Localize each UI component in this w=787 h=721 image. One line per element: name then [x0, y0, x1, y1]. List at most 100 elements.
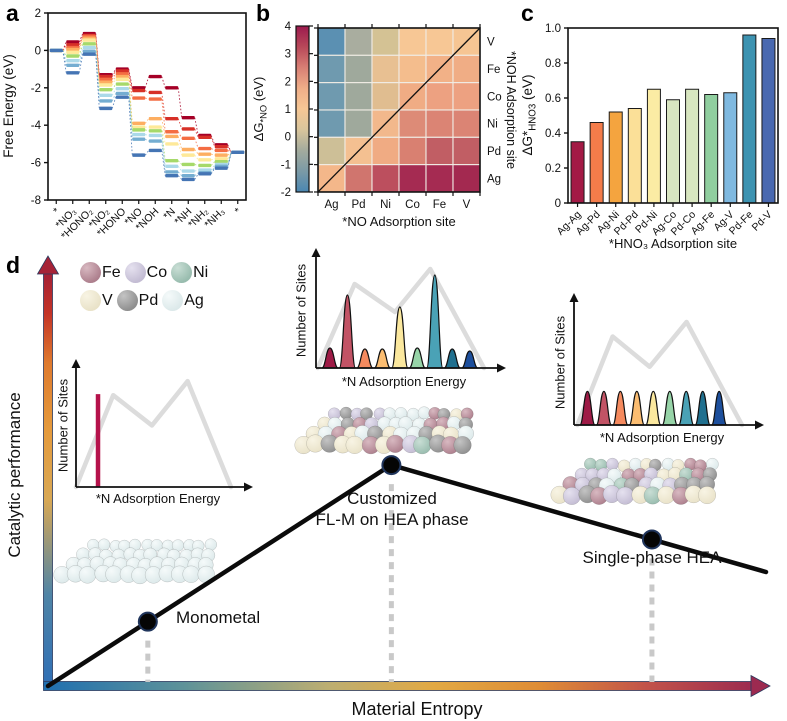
- energy-level-bar: [132, 125, 146, 129]
- site-peak: [612, 390, 629, 426]
- energy-connector: [78, 47, 84, 61]
- heatmap-cell: [398, 54, 427, 84]
- energy-connector: [144, 150, 150, 156]
- heatmap-cell: [344, 27, 373, 56]
- energy-level-bar: [66, 40, 80, 44]
- energy-level-bar: [148, 129, 162, 133]
- energy-connector: [177, 87, 183, 118]
- inset3-xlabel: *N Adsorption Energy: [599, 430, 725, 445]
- site-peak: [461, 350, 479, 369]
- bar: [761, 38, 776, 204]
- y-tick-label: -8: [31, 195, 41, 207]
- energy-level-bar: [165, 134, 179, 139]
- energy-level-bar: [99, 77, 113, 82]
- heatmap-cell: [371, 82, 400, 111]
- energy-level-bar: [132, 132, 146, 137]
- heatmap-cell: [344, 82, 373, 111]
- legend-label-ni: Ni: [193, 263, 209, 281]
- co-sphere-icon: [124, 262, 146, 283]
- stage-dot: [641, 529, 662, 550]
- bar: [704, 94, 719, 204]
- slab-sphere: [97, 538, 111, 551]
- energy-level-bar: [99, 87, 113, 92]
- energy-level-bar: [99, 83, 113, 87]
- site-peak: [661, 390, 678, 426]
- inset-single-phase-hea: [569, 293, 764, 430]
- energy-level-bar: [198, 158, 212, 162]
- site-peak: [595, 390, 612, 426]
- x-tick-label: *: [232, 206, 243, 217]
- energy-connector: [144, 76, 150, 88]
- energy-level-bar: [132, 128, 146, 132]
- y-tick-label: -2: [31, 83, 41, 95]
- bar: [627, 108, 642, 204]
- panel-b-xlabel: *NO Adsorption site: [342, 214, 455, 229]
- heatmap-cell: [344, 109, 373, 138]
- up-arrowhead-icon: [311, 248, 321, 257]
- energy-connector: [128, 97, 133, 156]
- heatmap-x-label: Ni: [380, 199, 391, 211]
- energy-connector: [177, 143, 183, 156]
- energy-connector: [227, 152, 232, 169]
- heatmap-y-label: Ag: [487, 173, 501, 185]
- legend-item-co: Co: [124, 262, 167, 283]
- y-tick-label: 0.8: [545, 58, 561, 70]
- inset3-ylabel: Number of Sites: [552, 315, 568, 410]
- energy-connector: [211, 148, 215, 151]
- legend-item-v: V: [80, 290, 113, 311]
- energy-level-bar: [198, 146, 212, 151]
- energy-level-bar: [82, 45, 96, 50]
- energy-level-bar: [66, 54, 80, 58]
- energy-connector: [161, 150, 166, 176]
- bar: [589, 122, 604, 204]
- slab-sphere: [698, 486, 717, 505]
- energy-level-bar: [99, 106, 113, 111]
- colorbar-tick-label: 1: [285, 104, 291, 116]
- energy-level-bar: [115, 91, 129, 96]
- customized-stage-label-line2: FL-M on HEA phase: [315, 510, 469, 530]
- heatmap-cell: [398, 109, 427, 138]
- heatmap-x-label: Pd: [351, 199, 365, 211]
- bar: [666, 99, 680, 204]
- energy-level-bar: [198, 135, 212, 140]
- inset2-xlabel: *N Adsorption Energy: [341, 374, 467, 389]
- energy-level-bar: [181, 116, 195, 120]
- energy-level-bar: [181, 177, 195, 182]
- energy-level-bar: [115, 74, 129, 79]
- heatmap-y-label: Co: [487, 91, 502, 103]
- legend-row-2: V Pd Ag: [80, 290, 208, 311]
- energy-level-bar: [115, 95, 129, 99]
- energy-connector: [227, 152, 232, 167]
- ni-sphere-icon: [171, 262, 193, 283]
- energy-level-bar: [214, 157, 228, 161]
- heatmap-cell: [317, 109, 346, 138]
- colorbar-tick-label: -1: [281, 159, 291, 171]
- energy-connector: [194, 138, 199, 149]
- energy-level-bar: [181, 162, 195, 167]
- panel-a-ylabel: Free Energy (eV): [1, 54, 16, 158]
- energy-connector: [161, 92, 166, 119]
- energy-connector: [161, 141, 166, 173]
- heatmap-cell: [317, 27, 346, 56]
- site-peak: [694, 390, 711, 426]
- catalytic-performance-axis: [43, 271, 53, 687]
- slab-sphere: [182, 565, 200, 583]
- energy-connector: [194, 164, 199, 166]
- energy-level-bar: [66, 63, 80, 68]
- energy-connector: [227, 144, 232, 153]
- heatmap-cell: [398, 27, 427, 56]
- bar: [742, 34, 757, 204]
- slab-sphere: [453, 436, 472, 455]
- energy-level-bar: [99, 80, 113, 84]
- panel-c-chart: 00.20.40.60.81.0ΔG*HNO3 (eV)Ag-AgAg-PdAg…: [520, 23, 779, 251]
- energy-connector: [177, 136, 183, 150]
- ag-sphere-icon: [162, 290, 184, 311]
- parity-diagonal-line: [317, 27, 481, 193]
- energy-level-bar: [82, 49, 96, 54]
- energy-level-bar: [132, 121, 146, 126]
- energy-connector: [128, 73, 133, 99]
- heatmap-x-label: Ag: [324, 199, 338, 211]
- energy-connector: [194, 149, 199, 155]
